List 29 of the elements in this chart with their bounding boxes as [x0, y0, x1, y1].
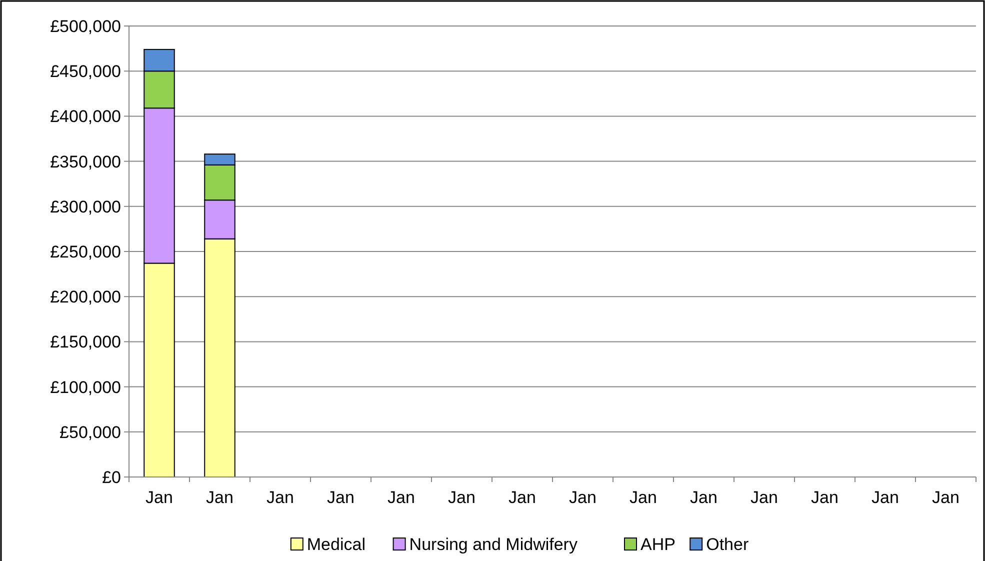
x-tick-label: Jan — [872, 488, 899, 507]
y-tick-label: £50,000 — [60, 422, 121, 442]
x-tick-label: Jan — [388, 488, 415, 507]
y-tick-label: £100,000 — [50, 378, 121, 397]
x-tick-label: Jan — [327, 488, 354, 507]
y-tick-label: £350,000 — [50, 152, 121, 172]
x-tick-label: Jan — [630, 488, 657, 507]
legend-label: Medical — [306, 534, 366, 554]
x-tick-label: Jan — [690, 488, 718, 507]
y-tick-label: £150,000 — [50, 332, 121, 352]
x-tick-label: Jan — [266, 488, 294, 507]
y-tick-label: £500,000 — [50, 16, 121, 36]
y-tick-label: £400,000 — [50, 107, 121, 126]
x-tick-label: Jan — [206, 488, 234, 507]
legend-label: AHP — [640, 534, 676, 554]
x-tick-label: Jan — [811, 488, 838, 507]
x-tick-label: Jan — [508, 488, 536, 507]
y-tick-label: £200,000 — [50, 288, 121, 307]
x-tick-label: Jan — [932, 488, 960, 507]
x-tick-label: Jan — [750, 488, 778, 507]
x-tick-label: Jan — [569, 488, 596, 507]
y-tick-label: £0 — [102, 468, 121, 487]
legend-label: Nursing and Midwifery — [409, 534, 578, 554]
x-tick-label: Jan — [146, 488, 173, 507]
x-tick-label: Jan — [448, 488, 476, 507]
y-tick-label: £450,000 — [50, 62, 121, 82]
legend-label: Other — [706, 534, 749, 554]
y-tick-label: £300,000 — [50, 197, 121, 216]
y-tick-label: £250,000 — [50, 242, 121, 262]
